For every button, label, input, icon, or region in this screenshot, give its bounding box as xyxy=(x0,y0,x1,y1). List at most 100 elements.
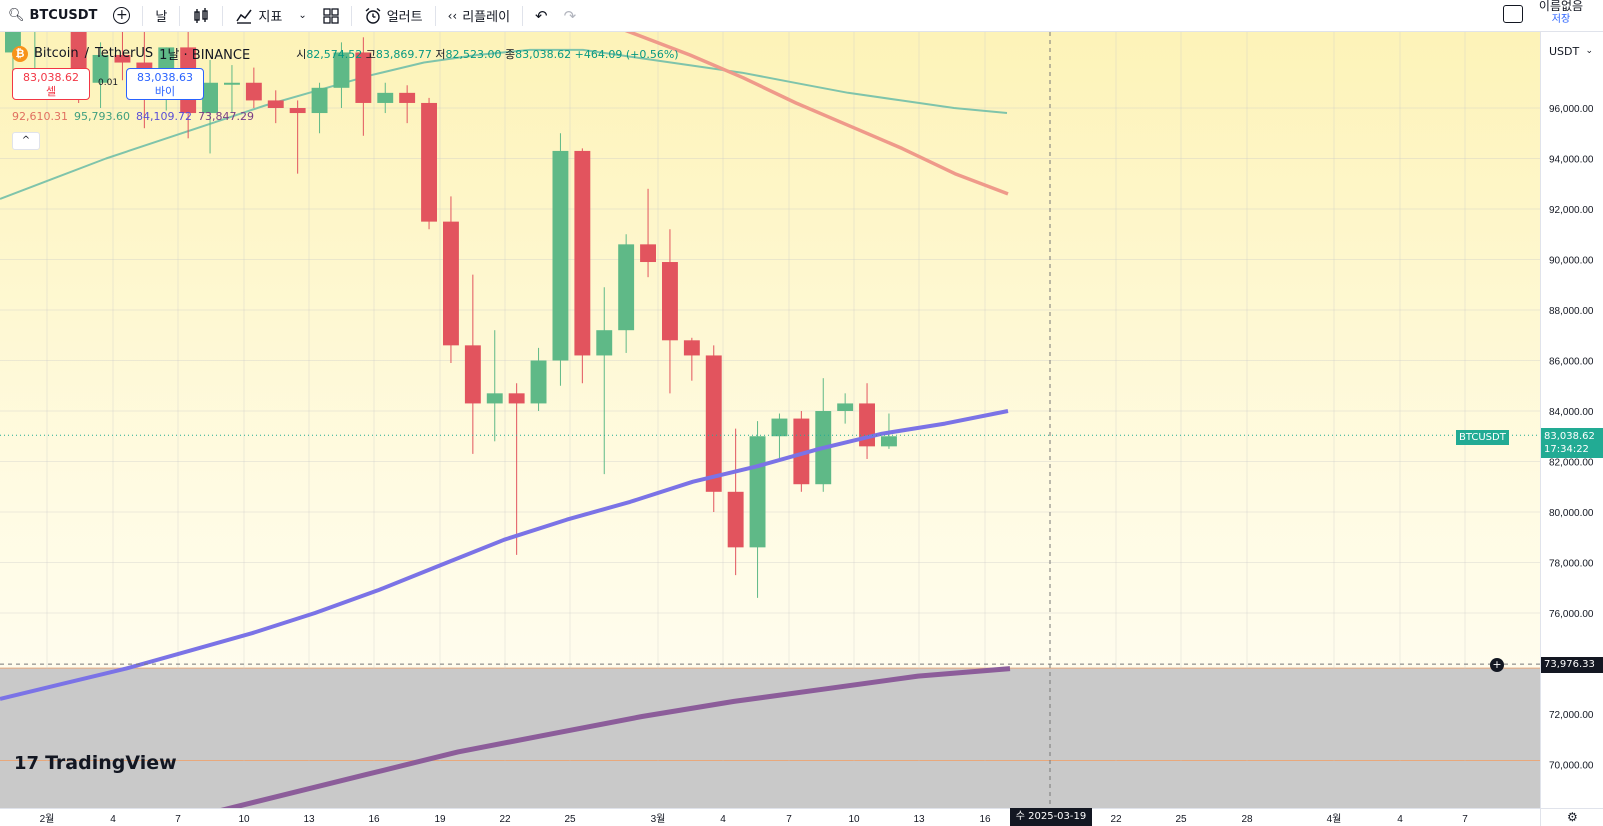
candle xyxy=(683,337,700,381)
indicators-button[interactable]: 지표 xyxy=(227,0,290,32)
candle-body xyxy=(92,54,109,83)
alert-button[interactable]: 얼러트 xyxy=(356,0,431,32)
symbol-label: BTCUSDT xyxy=(29,8,98,23)
price-tick-label: 80,000.00 xyxy=(1549,508,1594,519)
symbol-price-tag: BTCUSDT xyxy=(1456,430,1509,445)
candle-body xyxy=(727,491,744,548)
undo-button[interactable]: ↶ xyxy=(527,0,556,32)
candle xyxy=(34,32,36,83)
candle xyxy=(640,188,656,278)
candle-body xyxy=(486,393,503,404)
candle-body xyxy=(443,221,459,346)
price-axis[interactable]: 96,000.00 94,000.00 92,000.00 90,000.00 88,0… xyxy=(1540,32,1603,808)
candle-body xyxy=(267,100,284,108)
candle xyxy=(355,37,372,136)
candle xyxy=(333,42,350,108)
sell-label: 셀 xyxy=(45,85,57,98)
chevron-down-icon: ⌄ xyxy=(1585,46,1593,56)
time-tick-label: 28 xyxy=(1241,814,1253,825)
indicators-dropdown[interactable]: ⌄ xyxy=(290,0,314,32)
candle xyxy=(574,148,591,384)
time-tick-label: 7 xyxy=(175,814,181,825)
time-tick-label: 13 xyxy=(303,814,315,825)
change-value: +464.09 (+0.56%) xyxy=(574,47,679,61)
candle xyxy=(421,97,437,230)
time-tick-label: 25 xyxy=(564,814,576,825)
symbol-search-button[interactable]: 🔍︎ BTCUSDT xyxy=(0,0,105,32)
time-tick-label: 25 xyxy=(1175,814,1187,825)
price-axis-labels: 96,000.00 94,000.00 92,000.00 90,000.00 88,0… xyxy=(1549,104,1594,772)
legend-collapse-button[interactable]: ^ xyxy=(12,132,40,150)
open-value: 82,574.52 xyxy=(306,47,363,61)
candle xyxy=(662,229,678,394)
sell-price: 83,038.62 xyxy=(23,71,79,84)
candle-body xyxy=(793,418,810,485)
crosshair-price-tag: 73,976.33 xyxy=(1541,657,1603,673)
currency-label: USDT xyxy=(1549,44,1580,58)
price-tick-label: 84,000.00 xyxy=(1549,407,1594,418)
ma-value-3: 84,109.72 xyxy=(135,110,192,123)
layout-name-label: 이름없음 xyxy=(1538,0,1584,13)
add-alert-plus-icon[interactable]: + xyxy=(1490,658,1504,672)
candle xyxy=(749,421,766,598)
compare-button[interactable]: + xyxy=(105,0,138,32)
ma-values: 92,610.31 95,793.60 84,109.72 73,847.29 xyxy=(12,110,254,123)
legend-interval-exchange: 1날 · BINANCE xyxy=(159,48,251,63)
gear-icon: ⚙ xyxy=(1567,810,1578,824)
candle xyxy=(552,133,569,386)
candle-body xyxy=(508,393,525,404)
candle-body xyxy=(464,345,481,404)
interval-label: 날 xyxy=(155,10,168,25)
crosshair-date-tag: 수 2025-03-19 xyxy=(1010,808,1092,826)
candle-body xyxy=(114,54,131,63)
tradingview-logo-icon: 17 xyxy=(14,752,40,774)
interval-button[interactable]: 날 xyxy=(147,0,175,32)
candle-body xyxy=(574,150,591,356)
candle-body xyxy=(530,360,547,404)
ma-line-blue xyxy=(0,409,1009,701)
layouts-button[interactable] xyxy=(315,0,347,32)
low-label: 저 xyxy=(435,47,446,61)
chart-type-button[interactable] xyxy=(184,0,218,32)
buy-button[interactable]: 83,038.63 바이 xyxy=(126,68,204,100)
ma-value-2: 95,793.60 xyxy=(73,110,130,123)
candle xyxy=(705,345,722,512)
layout-checkbox[interactable] xyxy=(1503,5,1523,23)
time-tick-label: 10 xyxy=(848,814,860,825)
indicators-label: 지표 xyxy=(258,10,283,25)
ohlc-values: 시82,574.52 고83,869.77 저82,523.00 종83,038… xyxy=(296,46,678,62)
candle xyxy=(837,393,854,424)
time-tick-label: 2월 xyxy=(40,813,55,825)
last-price: 83,038.62 xyxy=(1544,431,1595,442)
replay-button[interactable]: ‹‹ 리플레이 xyxy=(440,0,518,32)
candle xyxy=(311,82,328,134)
candle-body xyxy=(749,436,766,548)
divider xyxy=(179,5,181,26)
candle xyxy=(92,42,109,108)
sell-button[interactable]: 83,038.62 셀 xyxy=(12,68,90,100)
divider xyxy=(434,5,436,26)
ma-value-1: 92,610.31 xyxy=(12,110,68,123)
redo-button[interactable]: ↷ xyxy=(556,0,585,32)
replay-label: 리플레이 xyxy=(462,10,511,25)
time-axis[interactable]: 2월 4 7 10 13 16 19 22 25 3월 4 7 10 13 16 22 25 28 4월 4 7 xyxy=(0,808,1540,826)
chart-settings-button[interactable]: ⚙ xyxy=(1540,808,1603,826)
buy-label: 바이 xyxy=(154,85,176,98)
candle-body xyxy=(618,244,635,331)
spread-value: 0.01 xyxy=(98,78,119,88)
candle-body xyxy=(683,340,700,356)
candle xyxy=(530,347,547,411)
divider xyxy=(350,5,352,26)
divider xyxy=(142,5,144,26)
candle xyxy=(377,82,394,114)
time-tick-label: 16 xyxy=(979,814,991,825)
layout-name-button[interactable]: 이름없음 저장 xyxy=(1529,0,1593,26)
time-tick-label: 7 xyxy=(1462,814,1468,825)
low-value: 82,523.00 xyxy=(445,47,502,61)
chevron-down-icon: ⌄ xyxy=(298,10,307,21)
price-chart[interactable] xyxy=(0,32,1540,808)
indicators-icon xyxy=(236,9,252,24)
chart-pane[interactable] xyxy=(0,32,1540,808)
currency-select[interactable]: USDT ⌄ xyxy=(1543,40,1599,62)
